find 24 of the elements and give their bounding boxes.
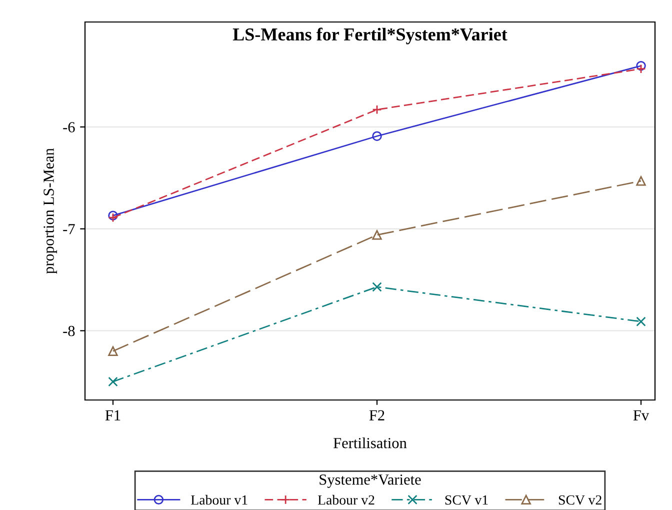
legend-label: SCV v2 bbox=[558, 495, 602, 505]
point bbox=[108, 346, 118, 356]
x-tick-label: F1 bbox=[105, 410, 120, 420]
chart-title: LS-Means for Fertil*System*Variet bbox=[232, 28, 508, 44]
point bbox=[636, 64, 646, 74]
legend-label: Labour v1 bbox=[191, 494, 248, 505]
legend-label: Labour v2 bbox=[318, 494, 374, 505]
y-tick-label: -6 bbox=[63, 122, 75, 132]
point bbox=[636, 60, 646, 71]
point bbox=[372, 131, 382, 141]
point bbox=[636, 316, 646, 326]
y-tick-label: -7 bbox=[63, 224, 75, 234]
y-tick-label: -8 bbox=[63, 326, 75, 336]
x-axis-title: Fertilisation bbox=[334, 437, 407, 448]
point bbox=[108, 376, 118, 387]
x-tick-label: Fv bbox=[633, 410, 650, 420]
point bbox=[372, 104, 382, 114]
x-tick-label: F2 bbox=[369, 410, 384, 420]
point bbox=[372, 282, 382, 292]
y-axis-title: proportion LS-Mean bbox=[44, 148, 57, 274]
legend-title: Systeme*Variete bbox=[320, 474, 421, 488]
legend-label: SCV v1 bbox=[445, 495, 488, 505]
point bbox=[372, 230, 382, 240]
point bbox=[636, 176, 646, 186]
